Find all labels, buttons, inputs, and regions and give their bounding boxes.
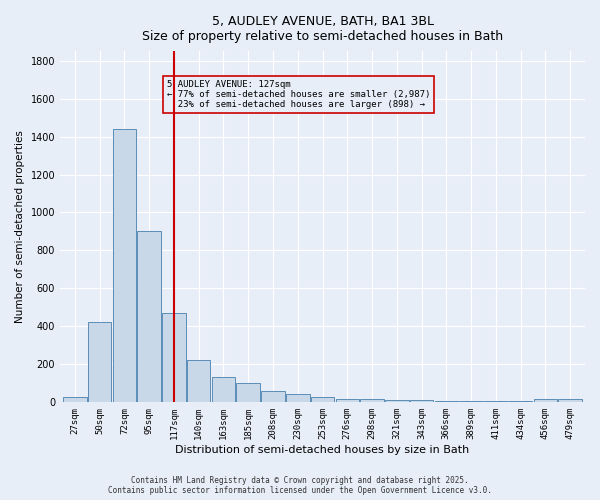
Y-axis label: Number of semi-detached properties: Number of semi-detached properties xyxy=(15,130,25,323)
Bar xyxy=(484,401,508,402)
Bar xyxy=(286,394,310,402)
Text: 5 AUDLEY AVENUE: 127sqm
← 77% of semi-detached houses are smaller (2,987)
  23% : 5 AUDLEY AVENUE: 127sqm ← 77% of semi-de… xyxy=(167,80,430,110)
Bar xyxy=(385,400,409,402)
Bar xyxy=(113,129,136,402)
Bar xyxy=(88,322,112,402)
Bar xyxy=(212,376,235,402)
Bar xyxy=(63,396,86,402)
Bar xyxy=(460,401,483,402)
Bar xyxy=(261,391,285,402)
Bar xyxy=(360,400,384,402)
Bar xyxy=(311,396,334,402)
Bar xyxy=(162,313,186,402)
Bar xyxy=(559,400,582,402)
Bar xyxy=(335,398,359,402)
Bar xyxy=(434,401,458,402)
Bar xyxy=(187,360,211,403)
Text: Contains HM Land Registry data © Crown copyright and database right 2025.
Contai: Contains HM Land Registry data © Crown c… xyxy=(108,476,492,495)
Title: 5, AUDLEY AVENUE, BATH, BA1 3BL
Size of property relative to semi-detached house: 5, AUDLEY AVENUE, BATH, BA1 3BL Size of … xyxy=(142,15,503,43)
Bar xyxy=(533,400,557,402)
X-axis label: Distribution of semi-detached houses by size in Bath: Distribution of semi-detached houses by … xyxy=(175,445,470,455)
Bar xyxy=(410,400,433,402)
Bar xyxy=(137,232,161,402)
Bar xyxy=(236,384,260,402)
